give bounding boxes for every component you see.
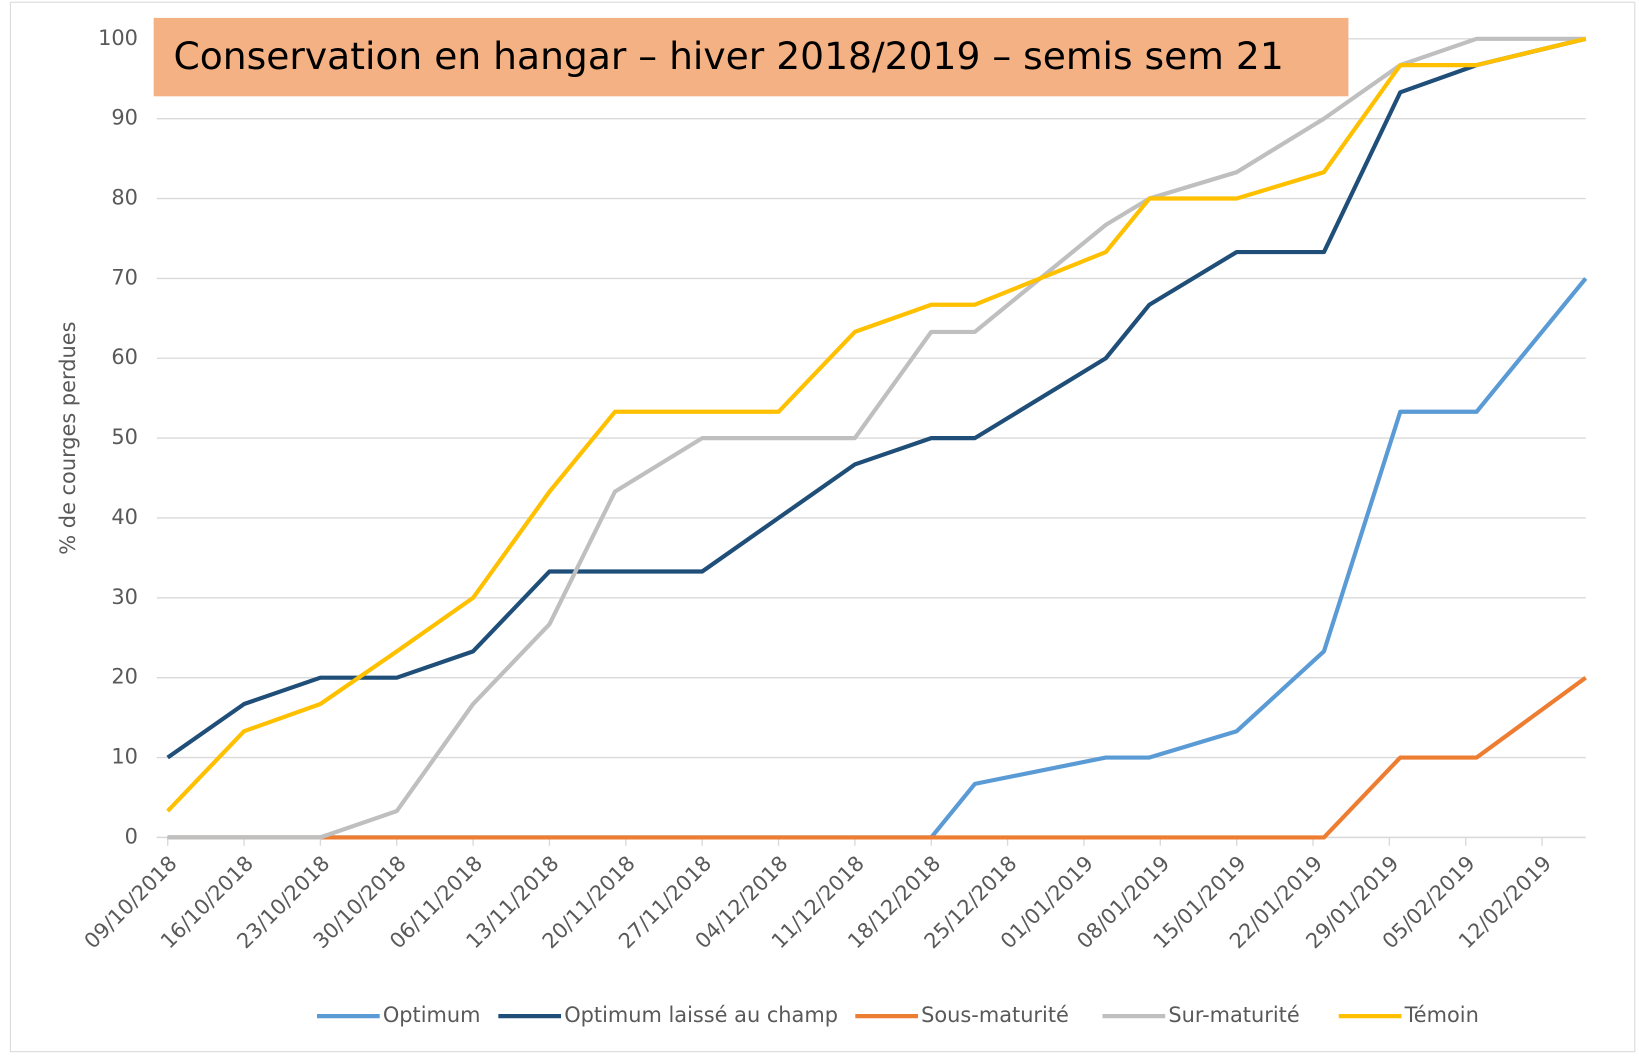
y-tick-label: 20 — [111, 665, 138, 689]
legend-label: Optimum — [383, 1003, 481, 1027]
y-tick-label: 90 — [111, 106, 138, 130]
y-tick-label: 60 — [111, 345, 138, 369]
y-axis-label: % de courges perdues — [56, 322, 80, 555]
legend-label: Témoin — [1404, 1003, 1479, 1027]
y-tick-label: 100 — [98, 26, 138, 50]
y-tick-label: 0 — [125, 824, 138, 848]
series-line — [166, 36, 1587, 760]
title-box — [153, 17, 1349, 97]
chart-title: Conservation en hangar – hiver 2018/2019… — [174, 34, 1284, 78]
y-tick-label: 50 — [111, 425, 138, 449]
y-tick-label: 30 — [111, 585, 138, 609]
y-tick-label: 10 — [111, 745, 138, 769]
y-tick-label: 40 — [111, 505, 138, 529]
y-tick-label: 80 — [111, 186, 138, 210]
legend-label: Optimum laissé au champ — [564, 1003, 838, 1027]
series-line — [167, 36, 1586, 840]
series-line — [166, 36, 1587, 813]
legend-label: Sur-maturité — [1168, 1003, 1299, 1027]
legend-label: Sous-maturité — [921, 1003, 1069, 1027]
series-line — [167, 675, 1587, 840]
y-tick-label: 70 — [111, 265, 138, 289]
